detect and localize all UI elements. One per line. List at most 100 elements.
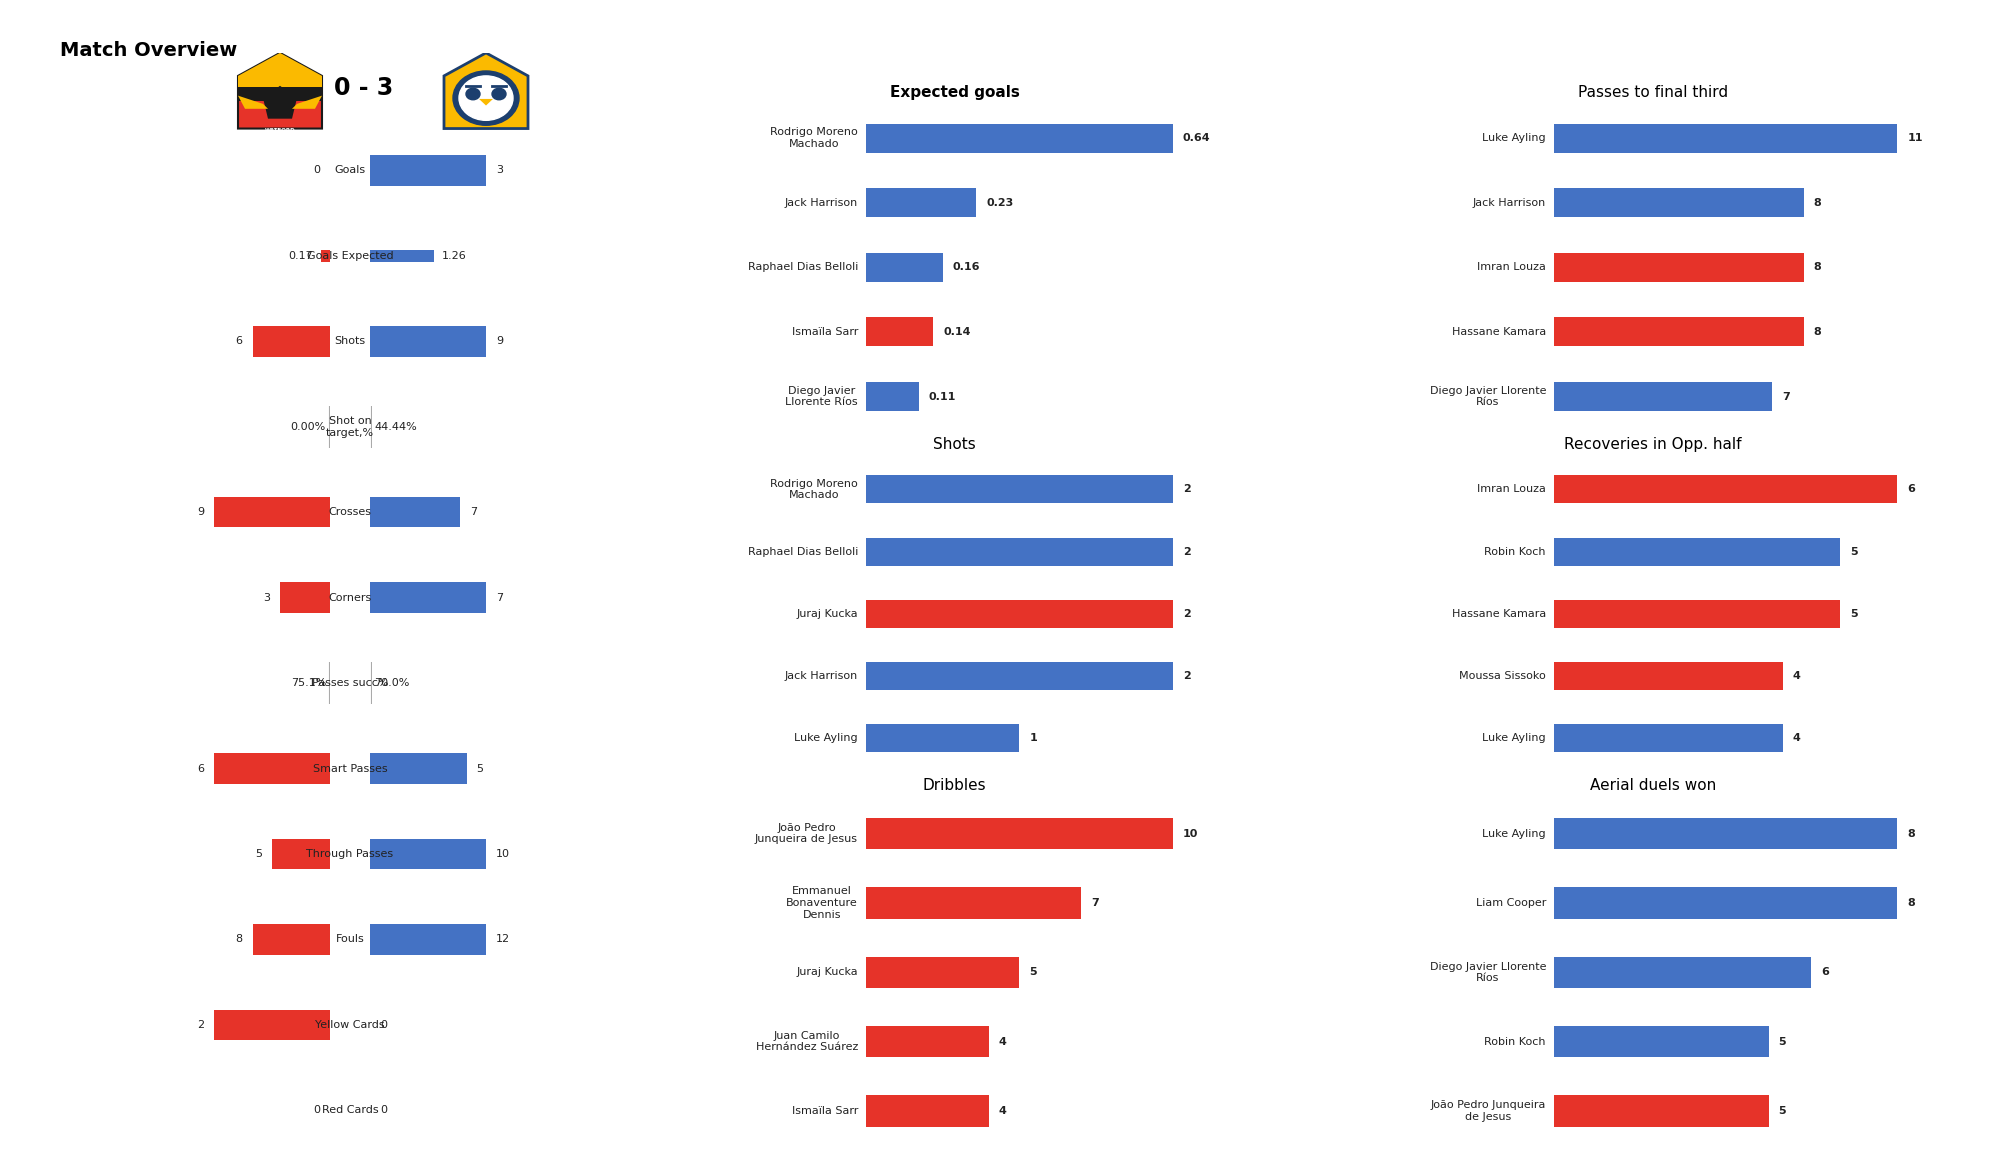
- Text: 6: 6: [236, 336, 242, 347]
- Text: 8: 8: [1908, 828, 1914, 839]
- Text: 0.64: 0.64: [1182, 133, 1210, 143]
- Text: Ismaïla Sarr: Ismaïla Sarr: [792, 327, 858, 337]
- FancyBboxPatch shape: [866, 253, 942, 282]
- FancyBboxPatch shape: [1554, 663, 1782, 690]
- Polygon shape: [238, 53, 322, 90]
- Text: Moussa Sissoko: Moussa Sissoko: [1460, 671, 1546, 682]
- Text: Shots: Shots: [934, 437, 976, 452]
- Polygon shape: [264, 86, 296, 119]
- Text: 0: 0: [380, 1106, 388, 1115]
- Text: 75.1%: 75.1%: [290, 678, 326, 689]
- Text: 0.16: 0.16: [952, 262, 980, 273]
- Text: Hassane Kamara: Hassane Kamara: [1452, 609, 1546, 619]
- Text: 2: 2: [1182, 546, 1190, 557]
- Circle shape: [466, 88, 480, 100]
- Text: Goals: Goals: [334, 166, 366, 175]
- Text: 8: 8: [1814, 327, 1822, 337]
- Text: 9: 9: [196, 508, 204, 517]
- FancyBboxPatch shape: [370, 155, 486, 186]
- FancyBboxPatch shape: [866, 1095, 988, 1127]
- FancyBboxPatch shape: [214, 497, 330, 528]
- Text: 8: 8: [236, 934, 242, 945]
- Text: 9: 9: [496, 336, 504, 347]
- Text: 0.00%: 0.00%: [290, 422, 326, 431]
- Text: 0: 0: [312, 1106, 320, 1115]
- Text: 8: 8: [1908, 898, 1914, 908]
- FancyBboxPatch shape: [866, 663, 1172, 690]
- Text: Goals Expected: Goals Expected: [306, 250, 394, 261]
- Text: Smart Passes: Smart Passes: [312, 764, 388, 773]
- Text: 1: 1: [1030, 733, 1038, 744]
- Text: João Pedro Junqueira
de Jesus: João Pedro Junqueira de Jesus: [1430, 1100, 1546, 1122]
- Polygon shape: [292, 95, 322, 109]
- Text: Through Passes: Through Passes: [306, 850, 394, 859]
- Text: 6: 6: [1908, 484, 1916, 495]
- Text: 7: 7: [496, 592, 504, 603]
- Text: 0.17: 0.17: [288, 250, 314, 261]
- Text: Raphael Dias Belloli: Raphael Dias Belloli: [748, 262, 858, 273]
- Text: Luke Ayling: Luke Ayling: [794, 733, 858, 744]
- Text: Luke Ayling: Luke Ayling: [1482, 133, 1546, 143]
- Text: 6: 6: [1822, 967, 1830, 978]
- FancyBboxPatch shape: [252, 925, 330, 955]
- FancyBboxPatch shape: [866, 600, 1172, 627]
- FancyBboxPatch shape: [1554, 476, 1898, 503]
- Text: Rodrigo Moreno
Machado: Rodrigo Moreno Machado: [770, 478, 858, 501]
- Text: 0: 0: [312, 166, 320, 175]
- Text: 2: 2: [1182, 671, 1190, 682]
- Text: 5: 5: [1850, 546, 1858, 557]
- Text: Juraj Kucka: Juraj Kucka: [796, 967, 858, 978]
- Text: Passes to final third: Passes to final third: [1578, 85, 1728, 100]
- FancyBboxPatch shape: [370, 583, 486, 613]
- FancyBboxPatch shape: [370, 925, 486, 955]
- Text: Emmanuel
Bonaventure
Dennis: Emmanuel Bonaventure Dennis: [786, 886, 858, 920]
- Text: 2: 2: [1182, 484, 1190, 495]
- FancyBboxPatch shape: [280, 583, 330, 613]
- Text: Raphael Dias Belloli: Raphael Dias Belloli: [748, 546, 858, 557]
- FancyBboxPatch shape: [866, 538, 1172, 565]
- Text: Diego Javier Llorente
Ríos: Diego Javier Llorente Ríos: [1430, 961, 1546, 983]
- Text: Recoveries in Opp. half: Recoveries in Opp. half: [1564, 437, 1742, 452]
- FancyBboxPatch shape: [370, 753, 466, 784]
- Text: 5: 5: [1850, 609, 1858, 619]
- Circle shape: [492, 88, 506, 100]
- Text: Crosses: Crosses: [328, 508, 372, 517]
- FancyBboxPatch shape: [1554, 725, 1782, 752]
- FancyBboxPatch shape: [866, 382, 918, 411]
- Text: 5: 5: [476, 764, 484, 773]
- Text: 0: 0: [380, 1020, 388, 1030]
- Text: Shots: Shots: [334, 336, 366, 347]
- Text: 2: 2: [1182, 609, 1190, 619]
- Text: Match Overview: Match Overview: [60, 41, 238, 60]
- Text: 5: 5: [254, 850, 262, 859]
- Text: 10: 10: [496, 850, 510, 859]
- Polygon shape: [238, 95, 268, 109]
- Text: 8: 8: [1814, 197, 1822, 208]
- Text: Liam Cooper: Liam Cooper: [1476, 898, 1546, 908]
- Text: Diego Javier
Llorente Ríos: Diego Javier Llorente Ríos: [786, 385, 858, 408]
- FancyBboxPatch shape: [1554, 382, 1772, 411]
- Circle shape: [460, 76, 512, 120]
- FancyBboxPatch shape: [866, 818, 1172, 850]
- Circle shape: [452, 70, 520, 126]
- Text: Dribbles: Dribbles: [922, 778, 986, 793]
- Text: Shot on
target,%: Shot on target,%: [326, 416, 374, 437]
- Text: Rodrigo Moreno
Machado: Rodrigo Moreno Machado: [770, 127, 858, 149]
- Text: Juraj Kucka: Juraj Kucka: [796, 609, 858, 619]
- Text: Ismaïla Sarr: Ismaïla Sarr: [792, 1106, 858, 1116]
- Text: 4: 4: [1792, 671, 1800, 682]
- Text: Robin Koch: Robin Koch: [1484, 546, 1546, 557]
- Polygon shape: [480, 99, 492, 106]
- Text: 0 - 3: 0 - 3: [334, 76, 394, 100]
- Polygon shape: [444, 53, 528, 128]
- Text: WATFORD: WATFORD: [264, 128, 296, 134]
- Text: Imran Louza: Imran Louza: [1478, 262, 1546, 273]
- FancyBboxPatch shape: [252, 325, 330, 356]
- Text: 2: 2: [196, 1020, 204, 1030]
- FancyBboxPatch shape: [214, 753, 330, 784]
- Text: Jack Harrison: Jack Harrison: [1472, 197, 1546, 208]
- Text: Red Cards: Red Cards: [322, 1106, 378, 1115]
- Text: 7: 7: [1782, 391, 1790, 402]
- Text: João Pedro
Junqueira de Jesus: João Pedro Junqueira de Jesus: [756, 822, 858, 845]
- FancyBboxPatch shape: [866, 188, 976, 217]
